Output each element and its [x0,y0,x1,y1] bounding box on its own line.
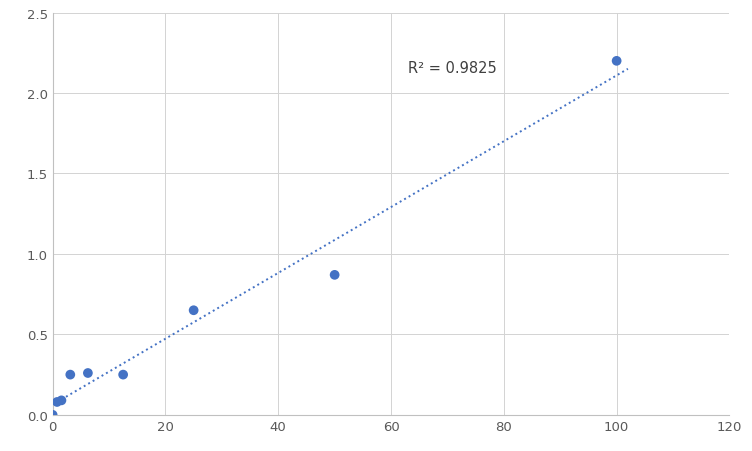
Point [56,397,68,404]
Point [47,411,59,419]
Point [117,371,129,378]
Point [51,399,63,406]
Point [188,307,200,314]
Point [611,58,623,65]
Point [82,369,94,377]
Point [64,371,76,378]
Point [329,272,341,279]
Text: R² = 0.9825: R² = 0.9825 [408,61,497,76]
